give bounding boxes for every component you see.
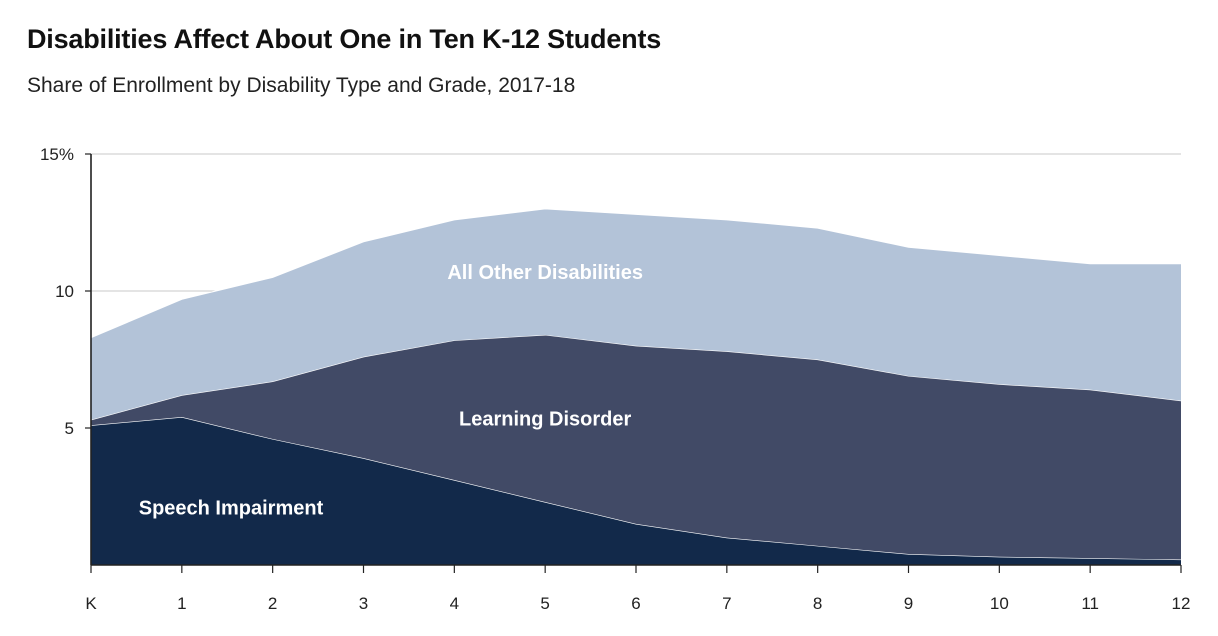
x-tick-label: 4 [450, 594, 459, 613]
x-tick-label: K [85, 594, 97, 613]
area-speech-impairment [91, 417, 1181, 565]
y-tick-label: 5 [65, 419, 74, 438]
series-label-speech-impairment: Speech Impairment [139, 497, 324, 519]
x-tick-label: 3 [359, 594, 368, 613]
x-tick-label: 12 [1172, 594, 1191, 613]
x-tick-label: 1 [177, 594, 186, 613]
area-series [90, 208, 1182, 565]
area-learning-disorder [91, 334, 1181, 560]
chart-subtitle: Share of Enrollment by Disability Type a… [27, 74, 576, 97]
area-all-other-disabilities [91, 208, 1181, 420]
x-tick-label: 10 [990, 594, 1009, 613]
x-tick-label: 5 [540, 594, 549, 613]
series-label-all-other-disabilities: All Other Disabilities [447, 262, 643, 284]
series-label-learning-disorder: Learning Disorder [459, 408, 631, 430]
x-tick-label: 8 [813, 594, 822, 613]
area-boundary-all-other-disabilities [90, 208, 1181, 339]
x-tick-label: 6 [631, 594, 640, 613]
axes: 5 10 15% [40, 145, 1182, 573]
y-tick-label: 15% [40, 145, 74, 164]
y-tick-label: 10 [55, 282, 74, 301]
x-tick-label: 11 [1081, 594, 1099, 613]
x-tick-label: 7 [722, 594, 731, 613]
chart-title: Disabilities Affect About One in Ten K-1… [27, 24, 662, 54]
x-tick-label: 2 [268, 594, 277, 613]
x-tick-label: 9 [904, 594, 913, 613]
